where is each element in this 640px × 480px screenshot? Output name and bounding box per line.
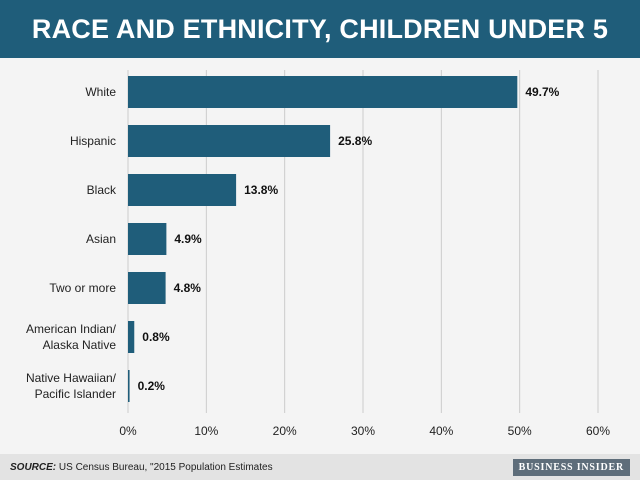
- footer: SOURCE: US Census Bureau, "2015 Populati…: [0, 454, 640, 480]
- category-label: Asian: [86, 232, 116, 246]
- bar: [128, 272, 166, 304]
- value-label: 0.8%: [142, 330, 170, 344]
- value-label: 13.8%: [244, 183, 278, 197]
- source-note: SOURCE: US Census Bureau, "2015 Populati…: [10, 462, 273, 473]
- category-label: American Indian/: [26, 322, 117, 336]
- category-label: Pacific Islander: [35, 387, 116, 401]
- bar: [128, 76, 518, 108]
- category-label: Two or more: [49, 281, 116, 295]
- category-label: Black: [87, 183, 117, 197]
- category-label: Hispanic: [70, 134, 116, 148]
- value-label: 25.8%: [338, 134, 372, 148]
- bar-chart: 0% 10% 20% 30% 40% 50% 60% White 49.7% Hispanic 25…: [26, 70, 610, 438]
- bar: [128, 174, 237, 206]
- bar: [128, 370, 130, 402]
- bar: [128, 223, 167, 255]
- x-tick-label: 10%: [194, 424, 218, 438]
- x-tick-label: 60%: [586, 424, 610, 438]
- x-tick-label: 40%: [429, 424, 453, 438]
- value-label: 4.8%: [174, 281, 202, 295]
- value-label: 0.2%: [138, 379, 166, 393]
- category-label: White: [85, 85, 116, 99]
- business-insider-logo: BUSINESS INSIDER: [512, 458, 630, 476]
- chart-title: RACE AND ETHNICITY, CHILDREN UNDER 5: [0, 0, 640, 58]
- x-tick-label: 30%: [351, 424, 375, 438]
- category-label: Alaska Native: [43, 338, 117, 352]
- value-label: 4.9%: [174, 232, 202, 246]
- x-tick-label: 0%: [119, 424, 137, 438]
- source-text: US Census Bureau, "2015 Population Estim…: [56, 461, 273, 473]
- bar: [128, 125, 331, 157]
- x-tick-label: 20%: [273, 424, 297, 438]
- category-label: Native Hawaiian/: [26, 371, 117, 385]
- bar: [128, 321, 135, 353]
- source-label: SOURCE:: [10, 461, 57, 473]
- value-label: 49.7%: [525, 85, 559, 99]
- x-tick-label: 50%: [508, 424, 532, 438]
